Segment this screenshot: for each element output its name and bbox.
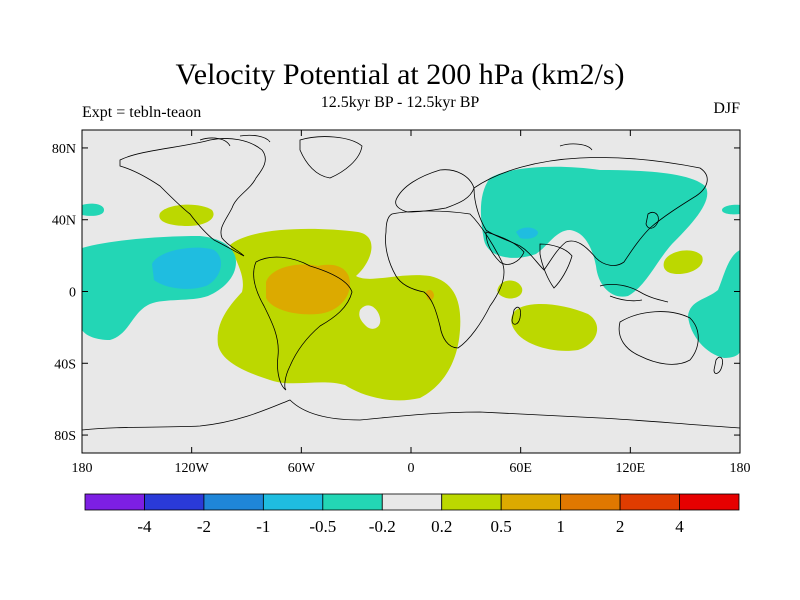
contour-amazon-max [266, 264, 350, 315]
colorbar-swatch [381, 493, 443, 511]
coastlines [82, 134, 740, 431]
contour-negative-pacific-edge [688, 250, 740, 358]
experiment-label: Expt = tebln-teaon [82, 104, 202, 121]
coast-australia [618, 311, 699, 365]
x-axis: 180 120W 60W 0 60E 120E 180 [72, 130, 751, 476]
x-tick-label: 120E [616, 461, 646, 476]
contour-gap-atlantic [359, 305, 381, 329]
colorbar-swatch [144, 493, 205, 511]
coast-south-america [253, 256, 353, 391]
x-tick-label: 60W [288, 461, 316, 476]
coast-north-america [119, 138, 266, 257]
y-tick-label: 80N [52, 142, 76, 157]
map-title: Velocity Potential at 200 hPa (km2/s) [175, 58, 625, 91]
colorbar-swatch [441, 493, 502, 511]
contour-west-pacific [663, 250, 703, 274]
coast-africa [385, 210, 505, 349]
coast-greenland [299, 136, 363, 179]
colorbar-label: -0.5 [309, 517, 336, 536]
contour-gulf-mexico [159, 204, 214, 226]
season-label: DJF [713, 100, 740, 117]
coast-indonesia [599, 284, 669, 303]
colorbar-label: -0.2 [369, 517, 396, 536]
coast-arctic-islands [199, 134, 593, 151]
contour-indian-ocean [511, 303, 598, 351]
colorbar-swatch [500, 493, 562, 511]
x-tick-label: 120W [175, 461, 210, 476]
coast-antarctica [82, 399, 740, 431]
coast-madagascar [511, 306, 521, 325]
x-tick-label: 60E [509, 461, 532, 476]
y-tick-label: 80S [54, 429, 76, 444]
coast-europe [395, 169, 475, 213]
colorbar-label: 4 [675, 517, 684, 536]
contour-core-asia [516, 227, 538, 239]
colorbar-swatch [619, 493, 680, 511]
contour-africa-small [426, 289, 434, 301]
x-tick-label: 180 [730, 461, 751, 476]
colorbar-label: -1 [256, 517, 270, 536]
y-tick-label: 40S [54, 357, 76, 372]
y-tick-label: 0 [69, 286, 76, 301]
coast-japan [645, 212, 659, 229]
x-tick-label: 180 [72, 461, 93, 476]
colorbar-swatch [322, 493, 383, 511]
colorbar-swatch [203, 493, 264, 511]
colorbar-swatch [560, 493, 621, 511]
colorbar-swatch [679, 493, 740, 511]
contour-fills [82, 166, 740, 401]
contour-negative-patch-east [722, 204, 740, 215]
coast-arabia [485, 231, 525, 265]
colorbar-label: 0.2 [431, 517, 452, 536]
coast-new-zealand [713, 356, 723, 374]
colorbar-swatch [84, 493, 145, 511]
coast-asia [473, 157, 708, 271]
contour-negative-patch-west [82, 203, 104, 216]
coast-india [539, 243, 573, 289]
contour-east-africa [497, 280, 523, 299]
colorbar-label: -2 [197, 517, 211, 536]
map-subtitle: 12.5kyr BP - 12.5kyr BP [320, 94, 480, 111]
colorbar: -4 -2 -1 -0.5 -0.2 0.2 0.5 1 2 4 [84, 493, 740, 536]
x-tick-label: 0 [408, 461, 415, 476]
colorbar-label: 2 [616, 517, 625, 536]
colorbar-label: 1 [556, 517, 565, 536]
colorbar-swatch [262, 493, 324, 511]
contour-core-east-pacific [152, 247, 221, 289]
y-tick-label: 40N [52, 214, 76, 229]
colorbar-label: 0.5 [491, 517, 512, 536]
colorbar-label: -4 [137, 517, 152, 536]
contour-negative-asia [480, 166, 708, 297]
y-axis: 80N 40N 0 40S 80S [52, 142, 740, 444]
